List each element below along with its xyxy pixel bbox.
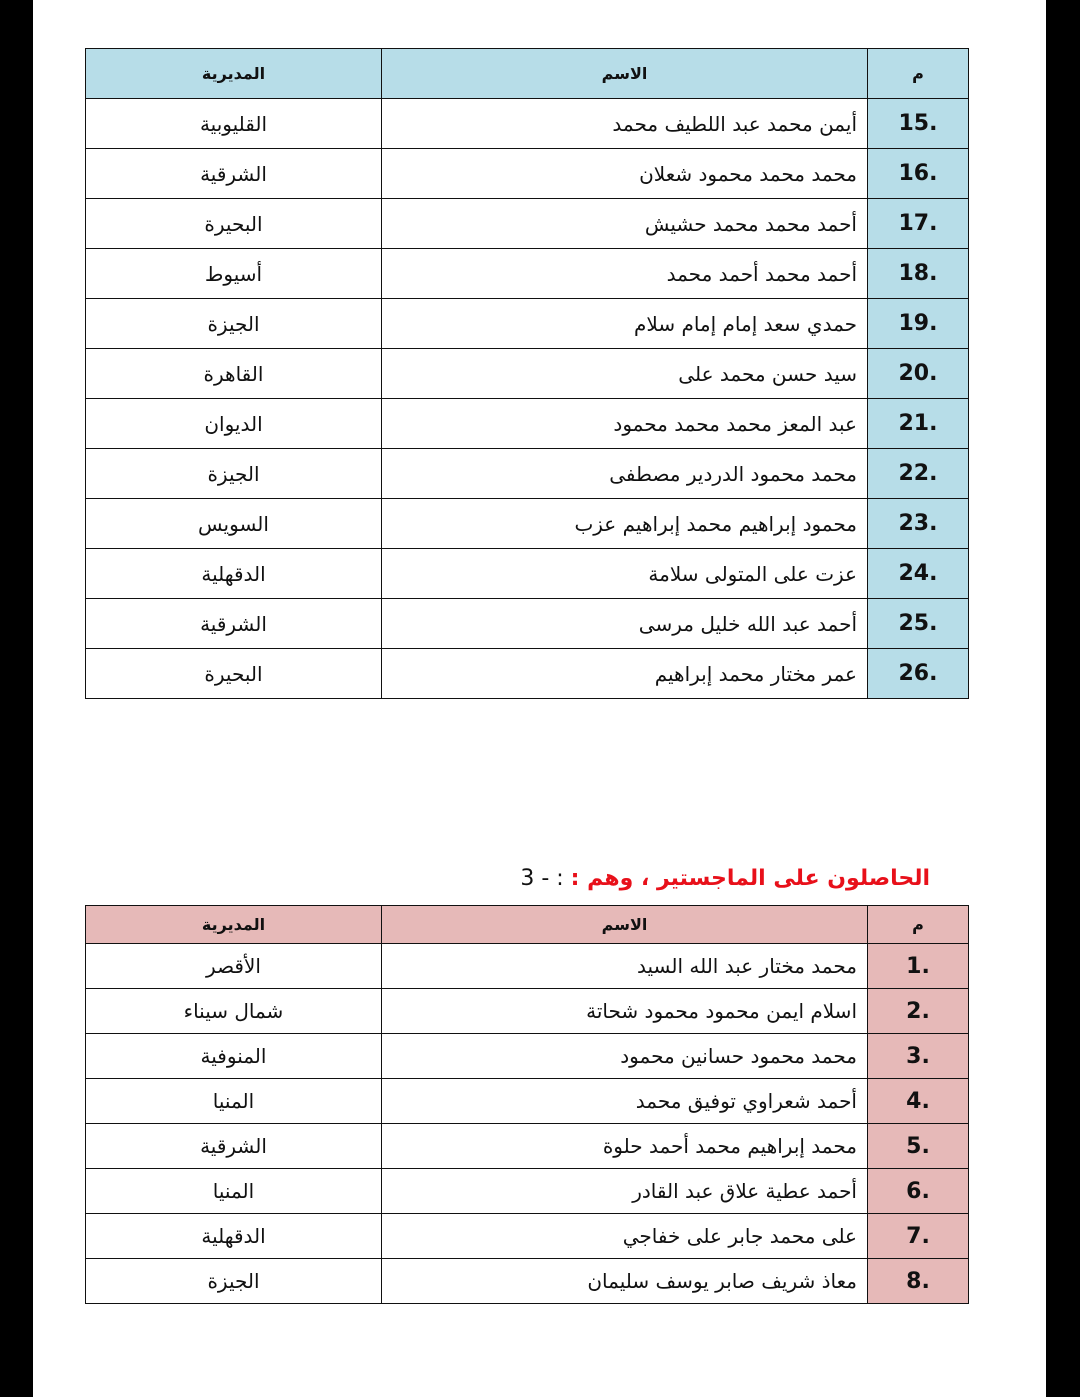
row-directorate: الجيزة <box>85 1258 382 1304</box>
row-directorate: أسيوط <box>85 248 382 299</box>
table-row: 19. حمدي سعد إمام إمام سلام الجيزة <box>85 298 969 349</box>
row-name: عبد المعز محمد محمد محمود <box>381 398 868 449</box>
table-row: 17. أحمد محمد محمد حشيش البحيرة <box>85 198 969 249</box>
row-number: 18. <box>867 248 969 299</box>
table-row: 15. أيمن محمد عبد اللطيف محمد القليوبية <box>85 98 969 149</box>
row-name: محمد محمد محمود شعلان <box>381 148 868 199</box>
row-name: محمد إبراهيم محمد أحمد حلوة <box>381 1123 868 1169</box>
row-number: 20. <box>867 348 969 399</box>
row-directorate: الدقهلية <box>85 1213 382 1259</box>
table-row: 22. محمد محمود الدردير مصطفى الجيزة <box>85 448 969 499</box>
row-number: 23. <box>867 498 969 549</box>
row-number: 16. <box>867 148 969 199</box>
row-directorate: الشرقية <box>85 598 382 649</box>
table-row: 21. عبد المعز محمد محمد محمود الديوان <box>85 398 969 449</box>
row-directorate: الأقصر <box>85 943 382 989</box>
row-directorate: الشرقية <box>85 148 382 199</box>
row-number: 21. <box>867 398 969 449</box>
row-name: أحمد شعراوي توفيق محمد <box>381 1078 868 1124</box>
header-name: الاسم <box>381 48 868 99</box>
row-number: 5. <box>867 1123 969 1169</box>
row-number: 2. <box>867 988 969 1034</box>
row-number: 26. <box>867 648 969 699</box>
row-directorate: الدقهلية <box>85 548 382 599</box>
row-directorate: الجيزة <box>85 298 382 349</box>
row-number: 15. <box>867 98 969 149</box>
row-number: 1. <box>867 943 969 989</box>
row-number: 7. <box>867 1213 969 1259</box>
row-name: محمد مختار عبد الله السيد <box>381 943 868 989</box>
row-directorate: المنيا <box>85 1078 382 1124</box>
header-number: م <box>867 48 969 99</box>
row-number: 8. <box>867 1258 969 1304</box>
row-name: عزت على المتولى سلامة <box>381 548 868 599</box>
row-directorate: البحيرة <box>85 648 382 699</box>
row-number: 4. <box>867 1078 969 1124</box>
row-name: أحمد عطية علاق عبد القادر <box>381 1168 868 1214</box>
row-name: محمود إبراهيم محمد إبراهيم عزب <box>381 498 868 549</box>
row-directorate: المنوفية <box>85 1033 382 1079</box>
table-header-row: م الاسم المديرية <box>85 905 969 944</box>
row-directorate: الديوان <box>85 398 382 449</box>
table-row: 20. سيد حسن محمد على القاهرة <box>85 348 969 399</box>
row-name: عمر مختار محمد إبراهيم <box>381 648 868 699</box>
table-row: 24. عزت على المتولى سلامة الدقهلية <box>85 548 969 599</box>
row-directorate: القاهرة <box>85 348 382 399</box>
section-title: الحاصلون على الماجستير ، وهم : <box>570 866 930 891</box>
row-number: 19. <box>867 298 969 349</box>
row-number: 6. <box>867 1168 969 1214</box>
row-name: اسلام ايمن محمود محمود شحاتة <box>381 988 868 1034</box>
section-heading: الحاصلون على الماجستير ، وهم : 3 - : <box>520 866 930 891</box>
header-directorate: المديرية <box>85 48 382 99</box>
table-row: 2. اسلام ايمن محمود محمود شحاتة شمال سيناء <box>85 988 969 1034</box>
row-directorate: القليوبية <box>85 98 382 149</box>
table-row: 18. أحمد محمد أحمد محمد أسيوط <box>85 248 969 299</box>
table-row: 5. محمد إبراهيم محمد أحمد حلوة الشرقية <box>85 1123 969 1169</box>
table-row: 4. أحمد شعراوي توفيق محمد المنيا <box>85 1078 969 1124</box>
row-name: محمد محمود الدردير مصطفى <box>381 448 868 499</box>
table-row: 23. محمود إبراهيم محمد إبراهيم عزب السويس <box>85 498 969 549</box>
row-name: معاذ شريف صابر يوسف سليمان <box>381 1258 868 1304</box>
row-name: سيد حسن محمد على <box>381 348 868 399</box>
document-page: م الاسم المديرية 15. أيمن محمد عبد اللطيف… <box>33 0 1046 1397</box>
row-name: أحمد محمد محمد حشيش <box>381 198 868 249</box>
table-header-row: م الاسم المديرية <box>85 48 969 99</box>
row-name: أحمد محمد أحمد محمد <box>381 248 868 299</box>
row-directorate: المنيا <box>85 1168 382 1214</box>
row-directorate: الجيزة <box>85 448 382 499</box>
table-row: 3. محمد محمود حسانين محمود المنوفية <box>85 1033 969 1079</box>
row-number: 3. <box>867 1033 969 1079</box>
table-row: 8. معاذ شريف صابر يوسف سليمان الجيزة <box>85 1258 969 1304</box>
table-row: 16. محمد محمد محمود شعلان الشرقية <box>85 148 969 199</box>
table-row: 1. محمد مختار عبد الله السيد الأقصر <box>85 943 969 989</box>
row-directorate: الشرقية <box>85 1123 382 1169</box>
table-directors: م الاسم المديرية 15. أيمن محمد عبد اللطيف… <box>85 48 969 699</box>
row-directorate: البحيرة <box>85 198 382 249</box>
row-directorate: السويس <box>85 498 382 549</box>
row-number: 17. <box>867 198 969 249</box>
table-row: 26. عمر مختار محمد إبراهيم البحيرة <box>85 648 969 699</box>
row-name: أيمن محمد عبد اللطيف محمد <box>381 98 868 149</box>
row-name: محمد محمود حسانين محمود <box>381 1033 868 1079</box>
table-row: 6. أحمد عطية علاق عبد القادر المنيا <box>85 1168 969 1214</box>
table-masters: م الاسم المديرية 1. محمد مختار عبد الله ا… <box>85 905 969 1304</box>
row-directorate: شمال سيناء <box>85 988 382 1034</box>
table-row: 7. على محمد جابر على خفاجي الدقهلية <box>85 1213 969 1259</box>
header-directorate: المديرية <box>85 905 382 944</box>
header-name: الاسم <box>381 905 868 944</box>
row-name: حمدي سعد إمام إمام سلام <box>381 298 868 349</box>
row-name: على محمد جابر على خفاجي <box>381 1213 868 1259</box>
header-number: م <box>867 905 969 944</box>
row-number: 22. <box>867 448 969 499</box>
row-number: 25. <box>867 598 969 649</box>
row-number: 24. <box>867 548 969 599</box>
section-number: 3 - : <box>520 866 564 891</box>
row-name: أحمد عبد الله خليل مرسى <box>381 598 868 649</box>
table-row: 25. أحمد عبد الله خليل مرسى الشرقية <box>85 598 969 649</box>
